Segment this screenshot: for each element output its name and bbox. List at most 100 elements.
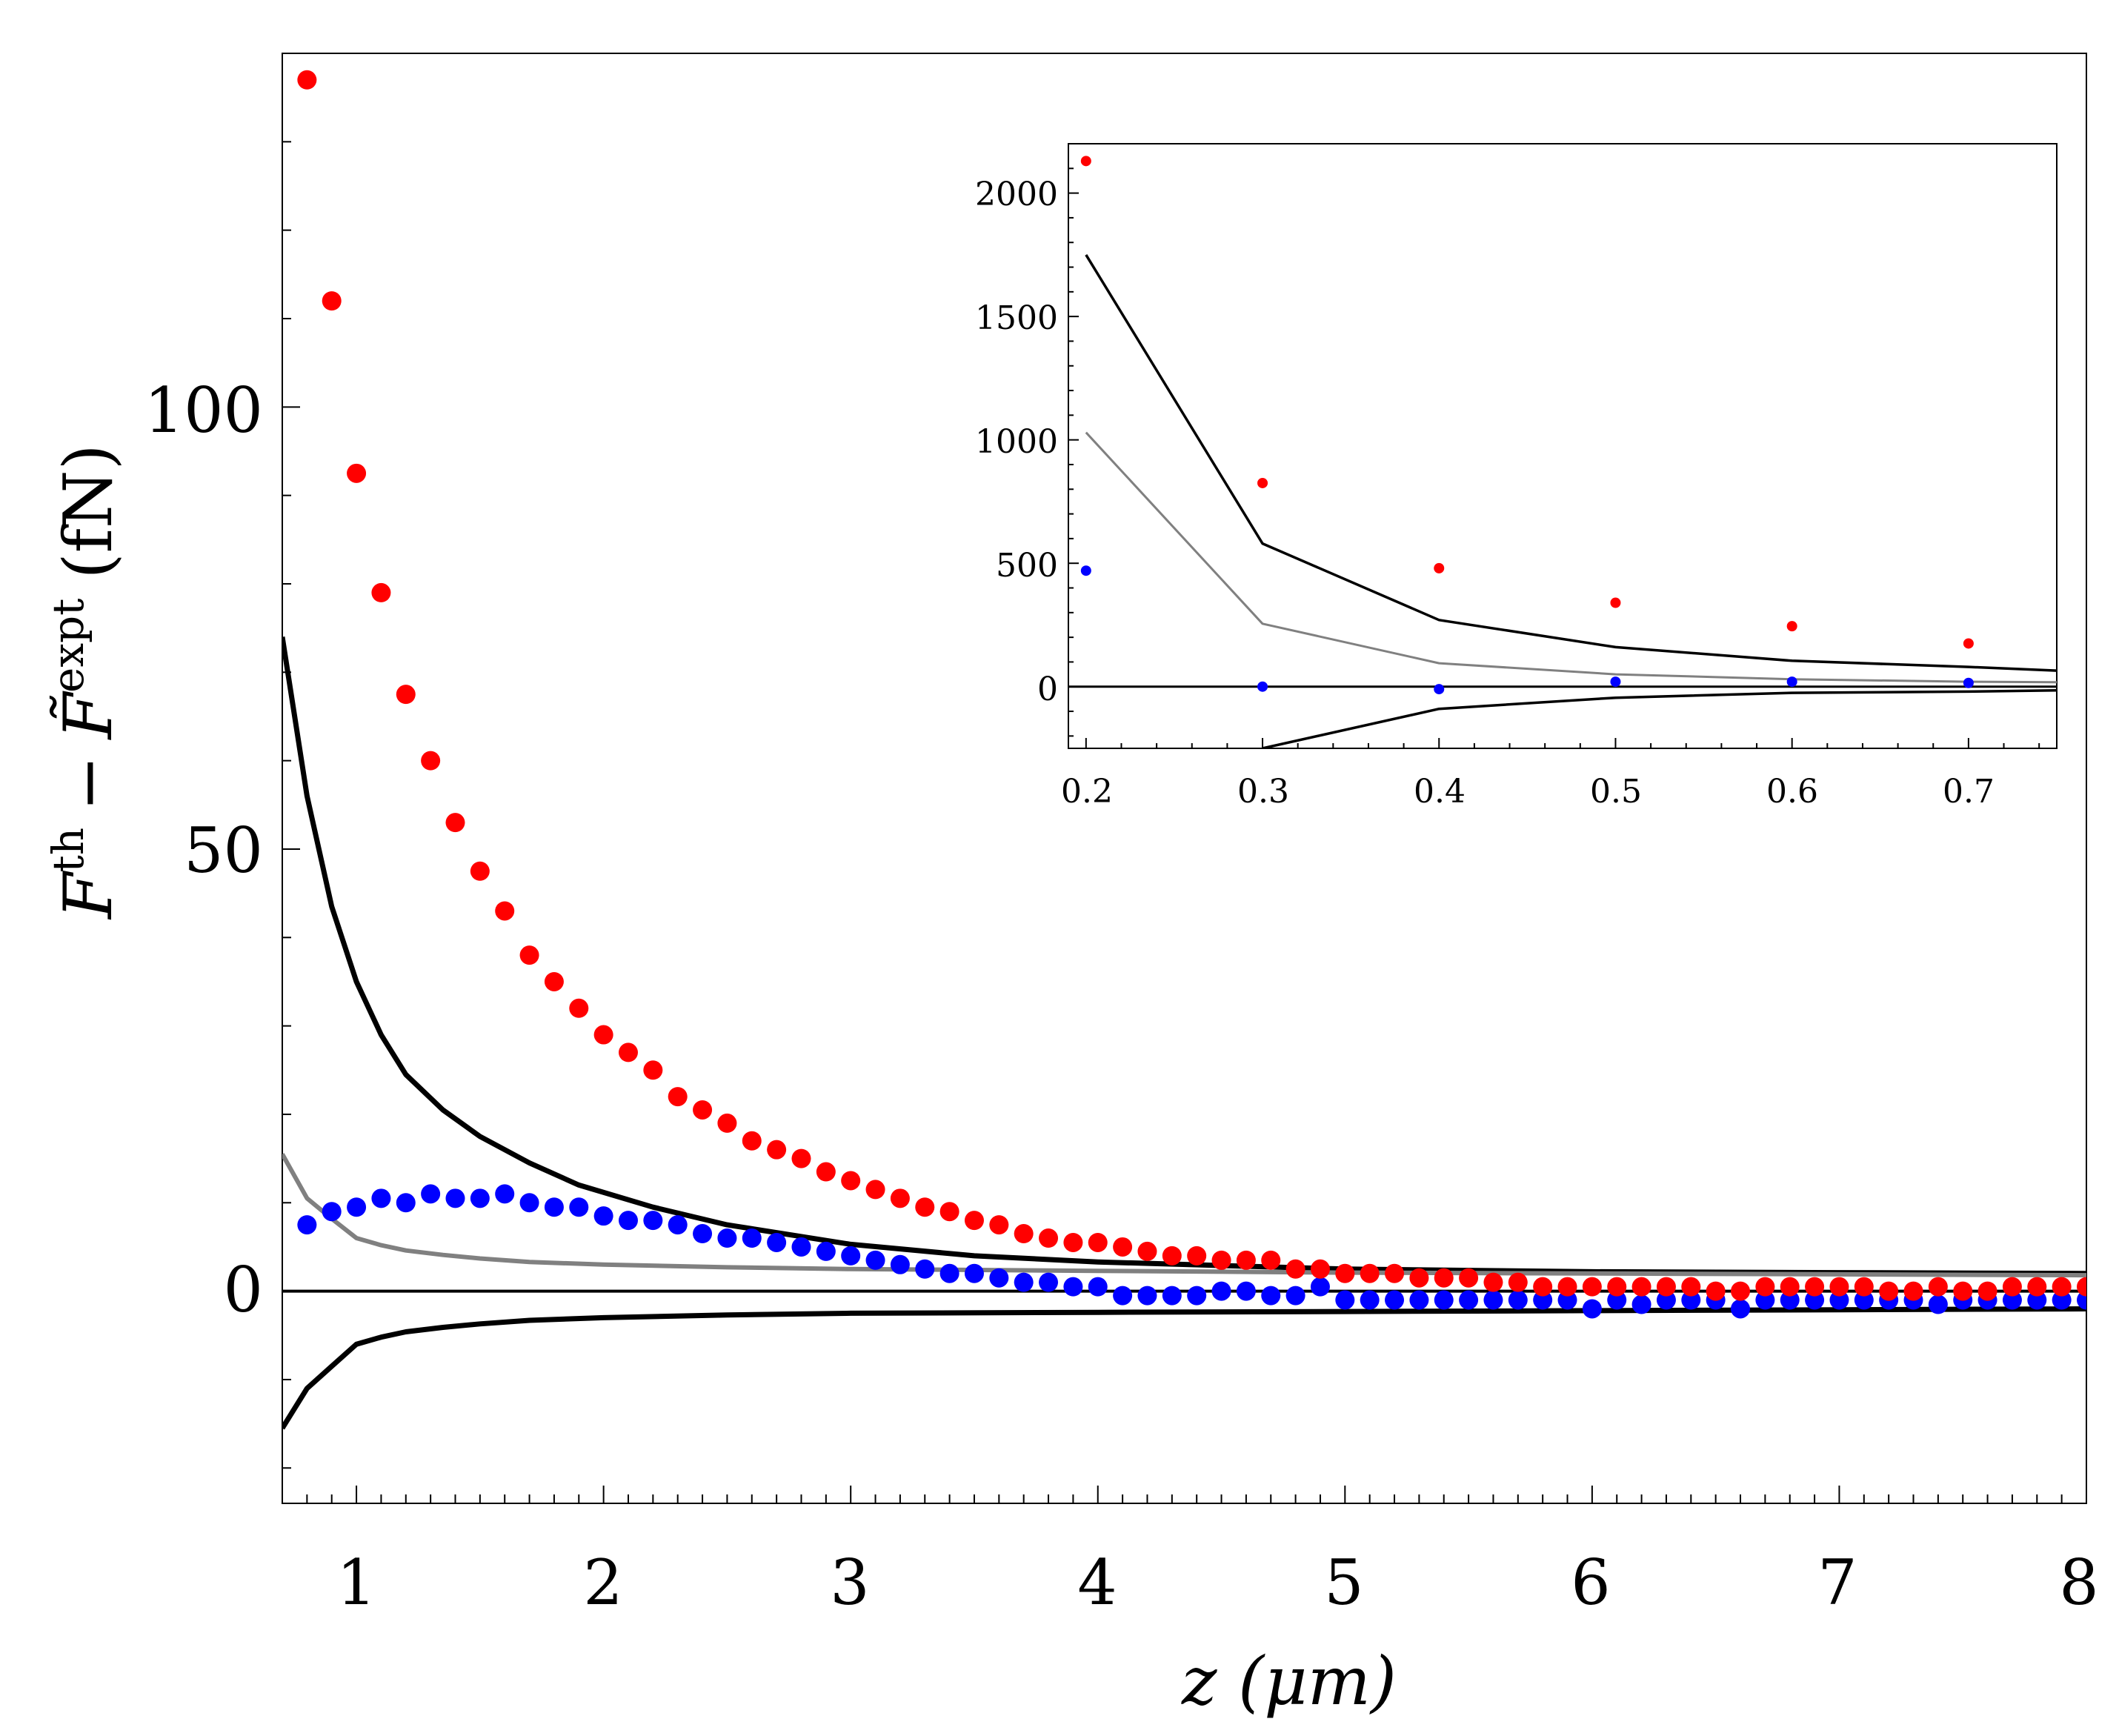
main-x-tick-labels: 1 2 3 4 5 6 7 8 xyxy=(336,1546,2098,1619)
main-red-point xyxy=(989,1215,1009,1235)
main-red-point xyxy=(347,463,367,483)
main-red-point xyxy=(1434,1268,1454,1288)
main-blue-point xyxy=(2052,1290,2072,1310)
main-blue-point xyxy=(890,1254,910,1274)
main-red-point xyxy=(1385,1263,1405,1283)
main-red-point xyxy=(1137,1241,1157,1261)
main-red-point xyxy=(865,1180,885,1200)
main-red-point xyxy=(717,1113,737,1133)
main-red-point xyxy=(495,901,515,921)
inset-lower-black-curve xyxy=(1262,688,2057,748)
main-lower-black-curve xyxy=(282,1306,2086,1430)
main-blue-point xyxy=(470,1188,490,1208)
inset-red-point xyxy=(1080,156,1091,167)
main-blue-point xyxy=(816,1241,836,1261)
main-blue-point xyxy=(1854,1290,1874,1310)
main-blue-point xyxy=(1557,1290,1577,1310)
main-red-point xyxy=(593,1025,613,1045)
main-blue-point xyxy=(1187,1286,1207,1306)
main-blue-point xyxy=(1607,1290,1627,1310)
inset-plot-area xyxy=(1068,156,2057,748)
main-red-point xyxy=(1953,1281,1973,1301)
main-blue-point xyxy=(1483,1290,1503,1310)
main-blue-point xyxy=(1508,1290,1528,1310)
main-red-point xyxy=(2052,1277,2072,1297)
main-red-point xyxy=(1854,1277,1874,1297)
main-red-point xyxy=(915,1197,935,1217)
main-blue-point xyxy=(1829,1290,1849,1310)
main-red-point xyxy=(742,1131,762,1151)
main-red-point xyxy=(1236,1250,1256,1270)
main-blue-point xyxy=(1533,1290,1553,1310)
inset-y-tick-label: 1500 xyxy=(975,299,1058,337)
y-label-f: F xyxy=(50,870,127,920)
main-red-point xyxy=(1310,1259,1330,1279)
main-x-tick-label: 1 xyxy=(336,1546,376,1619)
main-red-point xyxy=(519,945,539,965)
main-red-point xyxy=(1014,1224,1034,1244)
main-red-point xyxy=(816,1162,836,1182)
main-blue-point xyxy=(1137,1286,1157,1306)
main-blue-point xyxy=(1261,1286,1281,1306)
main-red-point xyxy=(1360,1263,1380,1283)
inset-blue-point xyxy=(1786,676,1797,688)
inset-blue-point xyxy=(1257,681,1268,692)
main-red-point xyxy=(396,685,416,705)
main-blue-point xyxy=(445,1188,465,1208)
main-y-axis-label: Fth − F̃expt (fN) xyxy=(43,444,127,920)
main-blue-point xyxy=(1063,1277,1083,1297)
main-red-point xyxy=(297,70,317,90)
main-x-tick-label: 8 xyxy=(2059,1546,2098,1619)
main-y-tick-labels: 0 50 100 xyxy=(144,374,263,1326)
main-blue-point xyxy=(939,1263,959,1283)
svg-text:Fth−F̃expt(fN): Fth − F̃expt (fN) xyxy=(43,444,127,920)
main-red-point xyxy=(643,1060,663,1080)
main-blue-point xyxy=(1459,1290,1479,1310)
main-axis-ticks xyxy=(282,53,2087,1503)
main-red-point xyxy=(2027,1277,2047,1297)
main-blue-point xyxy=(421,1184,441,1204)
inset-upper-black-curve xyxy=(1085,253,2057,672)
inset-blue-point xyxy=(1963,677,1974,688)
main-blue-point xyxy=(2002,1290,2022,1310)
inset-plot-background xyxy=(1068,143,2058,749)
main-blue-point xyxy=(668,1215,688,1235)
main-blue-point xyxy=(1755,1290,1775,1310)
y-label-expt: expt xyxy=(43,599,93,693)
main-blue-point xyxy=(841,1246,861,1266)
main-blue-point xyxy=(1039,1272,1059,1292)
main-blue-point xyxy=(1582,1299,1602,1319)
inset-x-tick-label: 0.7 xyxy=(1943,773,1995,811)
main-x-tick-label: 5 xyxy=(1324,1546,1363,1619)
main-red-point xyxy=(1039,1228,1059,1248)
inset-red-point xyxy=(1786,621,1797,632)
main-red-point xyxy=(544,971,564,991)
main-blue-point xyxy=(643,1211,663,1231)
main-blue-point xyxy=(964,1263,984,1283)
main-red-point xyxy=(1335,1263,1355,1283)
main-y-tick-label: 100 xyxy=(144,374,263,447)
main-red-point xyxy=(1162,1246,1182,1266)
main-blue-point xyxy=(1928,1294,1948,1314)
main-blue-point xyxy=(1805,1290,1825,1310)
main-red-point xyxy=(1731,1281,1751,1301)
main-blue-point xyxy=(791,1237,811,1257)
main-blue-point xyxy=(1211,1281,1231,1301)
main-blue-point xyxy=(717,1228,737,1248)
main-blue-point xyxy=(2027,1290,2047,1310)
main-blue-point xyxy=(297,1215,317,1235)
main-red-point xyxy=(1706,1281,1726,1301)
main-blue-point xyxy=(989,1268,1009,1288)
main-blue-point xyxy=(693,1224,713,1244)
inset-red-point xyxy=(1963,638,1974,649)
main-red-point xyxy=(1187,1246,1207,1266)
inset-red-point xyxy=(1610,597,1621,608)
main-red-point xyxy=(791,1148,811,1168)
main-red-point xyxy=(1607,1277,1627,1297)
main-y-tick-label: 0 xyxy=(224,1254,263,1326)
main-red-point xyxy=(618,1042,638,1062)
main-blue-point xyxy=(1656,1290,1676,1310)
main-red-point xyxy=(1483,1272,1503,1292)
main-series xyxy=(282,70,2086,1430)
main-blue-point xyxy=(618,1211,638,1231)
